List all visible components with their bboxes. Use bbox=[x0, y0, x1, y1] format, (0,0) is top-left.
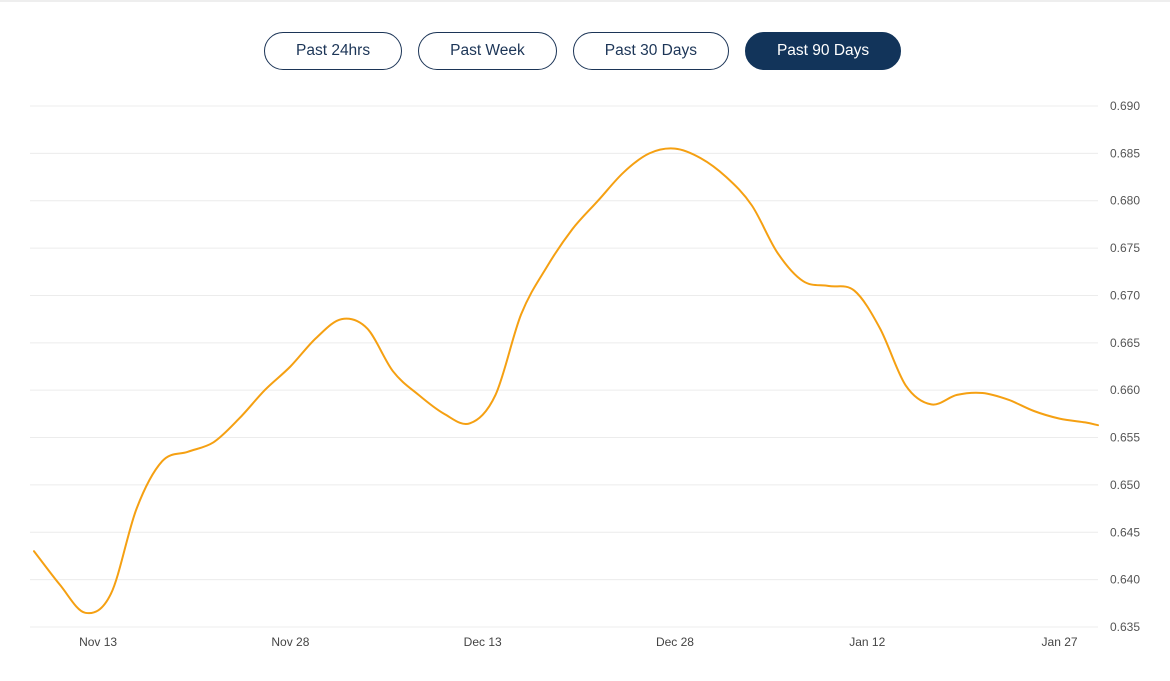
y-tick-label: 0.665 bbox=[1110, 336, 1140, 350]
x-tick-label: Nov 13 bbox=[79, 635, 117, 649]
y-tick-label: 0.685 bbox=[1110, 146, 1140, 160]
grid-lines bbox=[30, 105, 1098, 628]
y-tick-label: 0.650 bbox=[1110, 478, 1140, 492]
y-axis-ticks: 0.690 0.685 0.680 0.675 0.670 0.665 0.660 0.655… bbox=[1110, 99, 1140, 634]
x-axis-ticks: Nov 13 Nov 28 Dec 13 Dec 28 Jan 12 Jan 27 bbox=[79, 635, 1078, 649]
range-tab-30-days[interactable]: Past 30 Days bbox=[572, 32, 729, 70]
top-divider bbox=[0, 0, 1170, 2]
x-tick-label: Nov 28 bbox=[271, 635, 309, 649]
x-tick-label: Dec 13 bbox=[464, 635, 502, 649]
range-tab-24hrs[interactable]: Past 24hrs bbox=[264, 32, 403, 70]
series-line bbox=[33, 147, 1099, 615]
y-tick-label: 0.635 bbox=[1110, 620, 1140, 634]
range-tab-week[interactable]: Past Week bbox=[418, 32, 557, 70]
y-tick-label: 0.640 bbox=[1110, 573, 1140, 587]
y-tick-label: 0.655 bbox=[1110, 431, 1140, 445]
x-tick-label: Jan 27 bbox=[1042, 635, 1078, 649]
y-tick-label: 0.675 bbox=[1110, 241, 1140, 255]
x-tick-label: Jan 12 bbox=[849, 635, 885, 649]
x-tick-label: Dec 28 bbox=[656, 635, 694, 649]
time-range-selector: Past 24hrs Past Week Past 30 Days Past 9… bbox=[264, 32, 902, 70]
y-tick-label: 0.670 bbox=[1110, 288, 1140, 302]
y-tick-label: 0.680 bbox=[1110, 194, 1140, 208]
series-group bbox=[33, 147, 1099, 615]
y-tick-label: 0.660 bbox=[1110, 383, 1140, 397]
y-tick-label: 0.690 bbox=[1110, 99, 1140, 113]
range-tab-90-days[interactable]: Past 90 Days bbox=[744, 32, 902, 70]
y-tick-label: 0.645 bbox=[1110, 525, 1140, 539]
